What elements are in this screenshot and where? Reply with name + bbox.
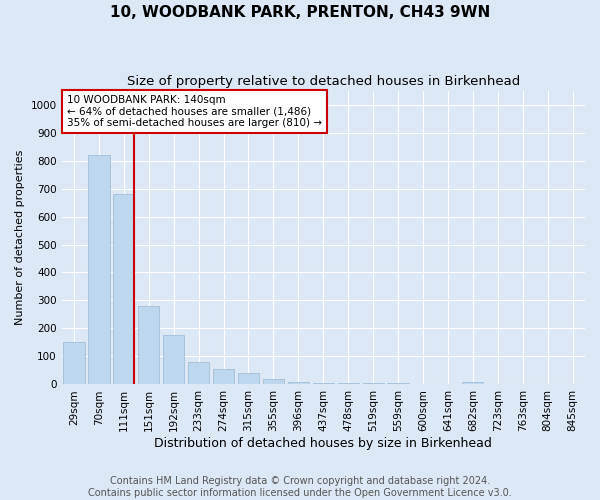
Bar <box>338 383 359 384</box>
X-axis label: Distribution of detached houses by size in Birkenhead: Distribution of detached houses by size … <box>154 437 492 450</box>
Title: Size of property relative to detached houses in Birkenhead: Size of property relative to detached ho… <box>127 75 520 88</box>
Bar <box>388 383 409 384</box>
Text: 10 WOODBANK PARK: 140sqm
← 64% of detached houses are smaller (1,486)
35% of sem: 10 WOODBANK PARK: 140sqm ← 64% of detach… <box>67 95 322 128</box>
Bar <box>64 342 85 384</box>
Bar <box>288 382 309 384</box>
Bar <box>113 194 134 384</box>
Bar <box>462 382 484 384</box>
Bar <box>238 374 259 384</box>
Bar <box>362 383 384 384</box>
Bar <box>163 336 184 384</box>
Bar <box>263 379 284 384</box>
Bar <box>313 383 334 384</box>
Bar <box>188 362 209 384</box>
Y-axis label: Number of detached properties: Number of detached properties <box>15 150 25 325</box>
Bar <box>138 306 160 384</box>
Text: 10, WOODBANK PARK, PRENTON, CH43 9WN: 10, WOODBANK PARK, PRENTON, CH43 9WN <box>110 5 490 20</box>
Bar <box>213 369 234 384</box>
Bar <box>88 155 110 384</box>
Text: Contains HM Land Registry data © Crown copyright and database right 2024.
Contai: Contains HM Land Registry data © Crown c… <box>88 476 512 498</box>
